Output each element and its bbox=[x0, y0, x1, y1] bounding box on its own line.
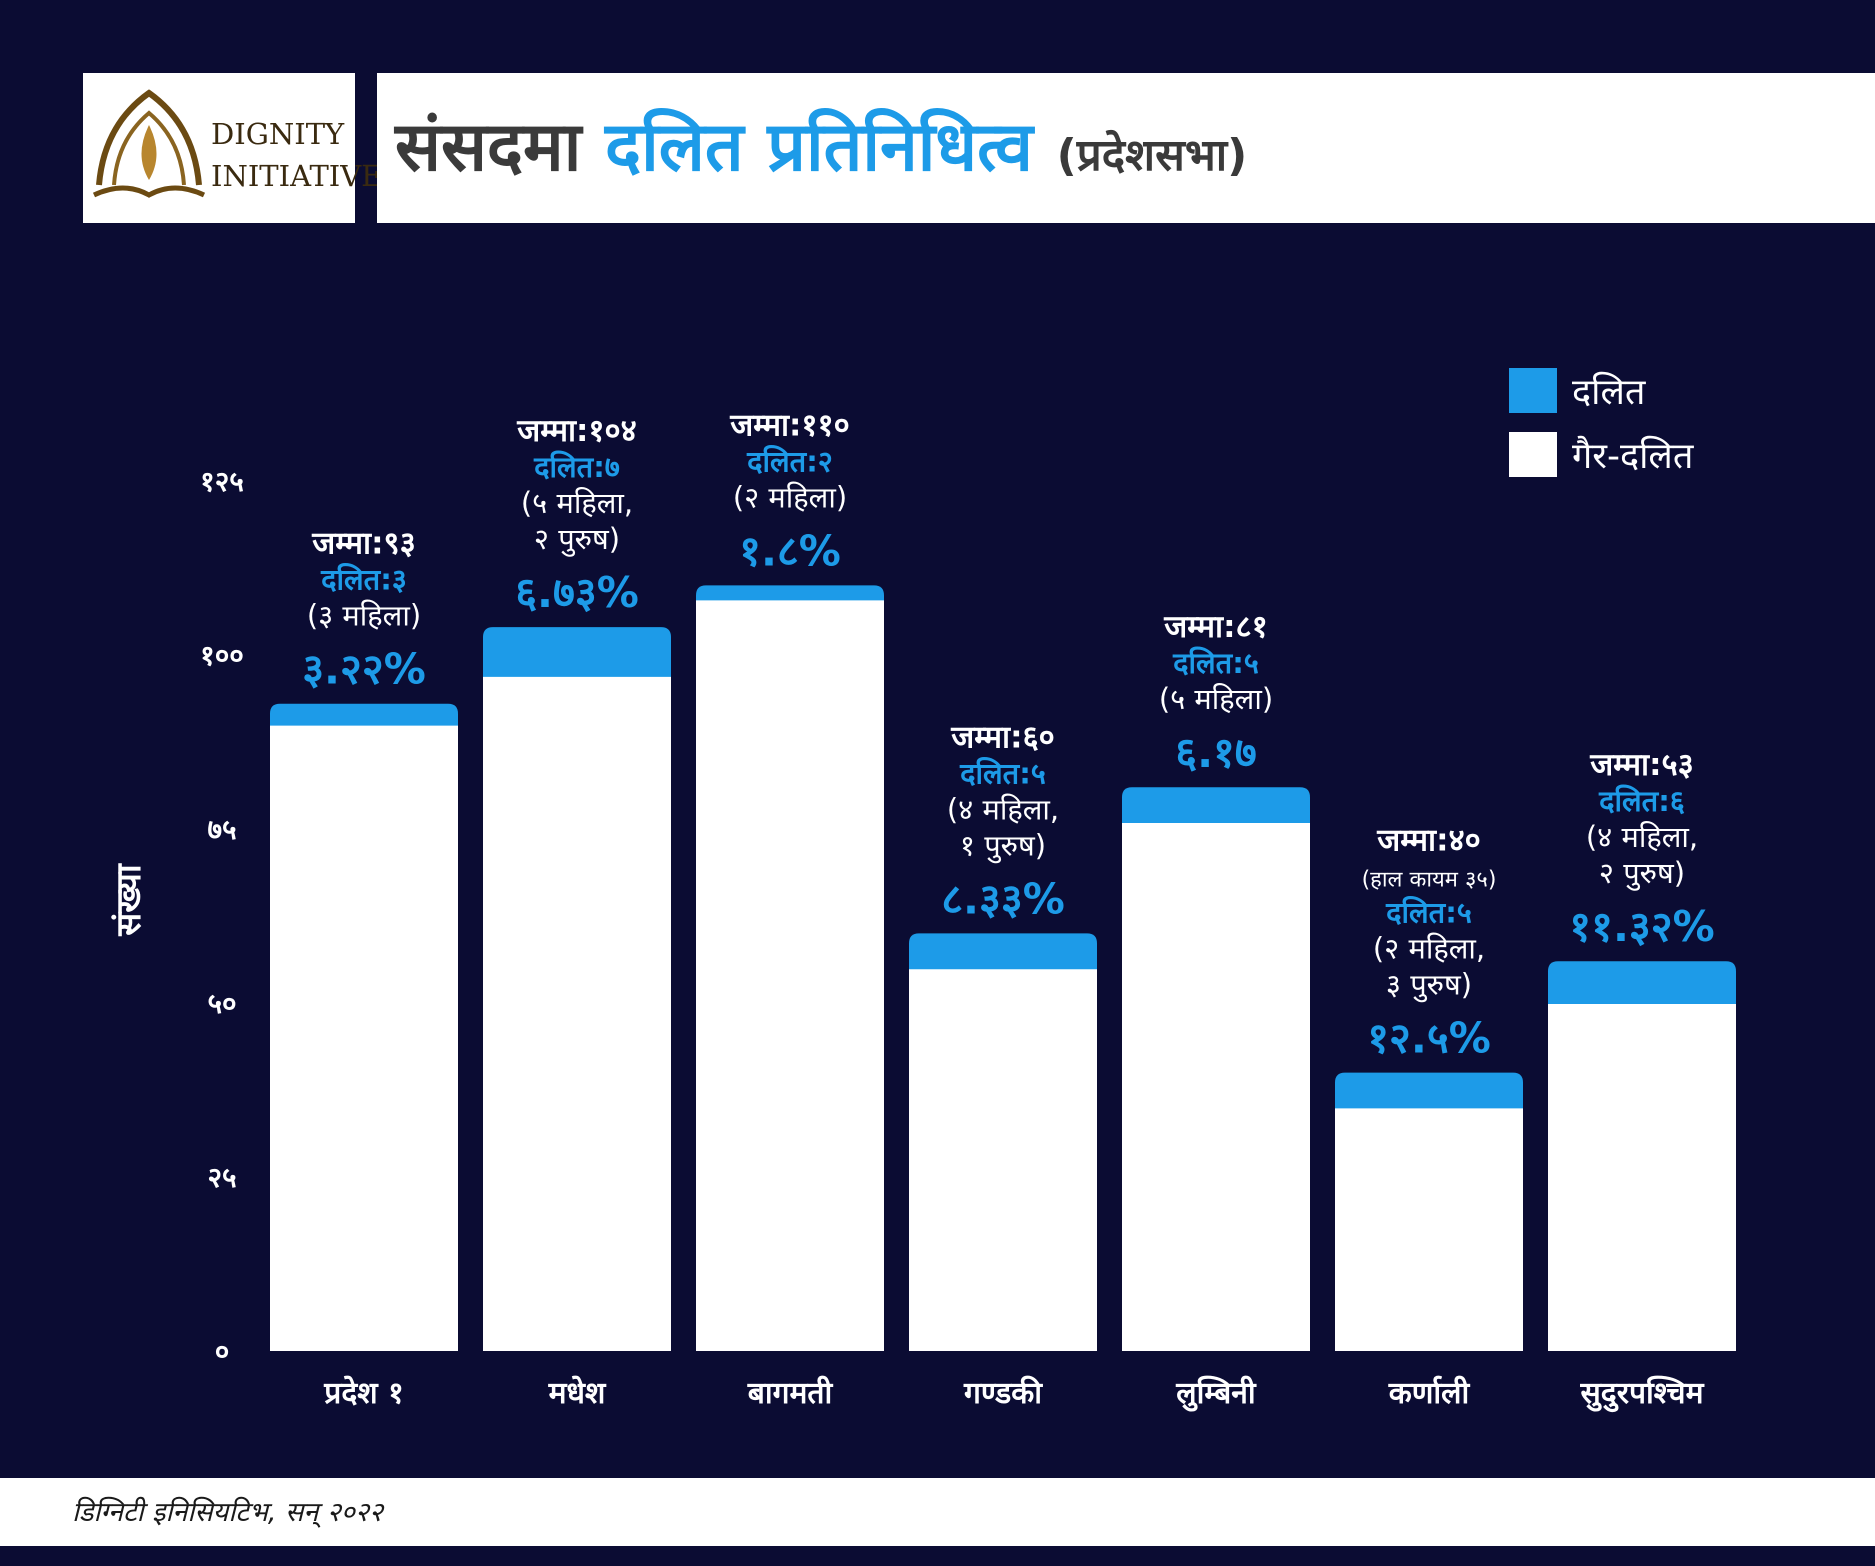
x-tick-label: सुदुरपश्चिम bbox=[1579, 1375, 1704, 1413]
bar-dalit bbox=[1335, 1072, 1523, 1109]
legend-label: दलित bbox=[1572, 371, 1647, 413]
x-tick-label: कर्णाली bbox=[1388, 1375, 1471, 1411]
bar-annotation-line: दलित:५ bbox=[1385, 896, 1472, 930]
page-title: संसदमा दलित प्रतिनिधित्व (प्रदेशसभा) bbox=[395, 103, 1247, 201]
legend-label: गैर-दलित bbox=[1572, 435, 1695, 477]
bar-annotation-line: जम्मा:११० bbox=[729, 407, 850, 443]
bar-chart: ० २५ ५० ७५ १०० १२५ संख्या ३.२२% जम्मा:९३दलित:३… bbox=[109, 368, 1736, 1413]
y-axis: ० २५ ५० ७५ १०० १२५ bbox=[200, 465, 244, 1368]
bar-annotation-line: १ पुरुष) bbox=[960, 828, 1046, 863]
bar-annotation-line: दलित:३ bbox=[320, 563, 407, 597]
bar-percent-label: ६.७३% bbox=[515, 568, 639, 617]
bar-dalit bbox=[270, 703, 458, 726]
title-part2: दलित प्रतिनिधित्व bbox=[605, 108, 1033, 187]
bar-annotation-line: जम्मा:१०४ bbox=[516, 413, 637, 449]
bar-percent-label: ३.२२% bbox=[302, 645, 426, 694]
logo: DIGNITY INITIATIVE bbox=[83, 73, 382, 223]
legend-swatch bbox=[1509, 368, 1557, 413]
bar-annotation-line: जम्मा:४० bbox=[1376, 823, 1480, 859]
y-axis-label: संख्या bbox=[109, 863, 149, 937]
bars bbox=[270, 585, 1736, 1351]
y-tick-label: २५ bbox=[207, 1161, 236, 1194]
bar-percent-label: ८.३३% bbox=[941, 874, 1065, 923]
legend-swatch bbox=[1509, 432, 1557, 477]
bar-annotation-line: जम्मा:६० bbox=[950, 719, 1054, 755]
bar-non-dalit bbox=[909, 968, 1097, 1351]
legend: दलित गैर-दलित bbox=[1509, 368, 1695, 477]
footer-credit: डिग्निटी इनिसियटिभ, सन् २०२२ bbox=[72, 1497, 384, 1528]
bar-non-dalit bbox=[696, 599, 884, 1351]
bar-annotation-line: (२ महिला) bbox=[733, 480, 847, 514]
x-tick-label: प्रदेश १ bbox=[323, 1375, 403, 1411]
bar-annotation-line: (३ महिला) bbox=[307, 599, 421, 633]
bar-dalit bbox=[1122, 787, 1310, 824]
y-tick-label: ७५ bbox=[207, 813, 236, 846]
bar-annotation-line: (हाल कायम ३५) bbox=[1362, 868, 1497, 893]
bar-non-dalit bbox=[1548, 1003, 1736, 1351]
bar-annotation-line: (४ महिला, bbox=[947, 792, 1059, 826]
title-part3: (प्रदेशसभा) bbox=[1056, 130, 1248, 181]
footer: डिग्निटी इनिसियटिभ, सन् २०२२ bbox=[0, 1478, 1875, 1546]
bar-annotation-line: ३ पुरुष) bbox=[1386, 968, 1472, 1003]
y-tick-label: १०० bbox=[200, 639, 244, 672]
bar-non-dalit bbox=[483, 675, 671, 1351]
bar-percent-label: ११.३२% bbox=[1569, 902, 1714, 951]
bar-annotation-line: (५ महिला) bbox=[1159, 682, 1273, 716]
logo-line2: INITIATIVE bbox=[211, 159, 383, 193]
y-tick-label: ० bbox=[215, 1335, 230, 1368]
bar-annotation-line: दलित:७ bbox=[533, 450, 620, 484]
x-axis: प्रदेश १ मधेश बागमती गण्डकी लुम्बिनी कर्णाली स… bbox=[323, 1375, 1704, 1413]
title-banner: संसदमा दलित प्रतिनिधित्व (प्रदेशसभा) bbox=[377, 73, 1875, 223]
logo-line1: DIGNITY bbox=[211, 117, 345, 151]
title-part1: संसदमा bbox=[395, 108, 582, 187]
y-tick-label: १२५ bbox=[200, 465, 244, 498]
bar-dalit bbox=[909, 933, 1097, 970]
x-tick-label: मधेश bbox=[548, 1375, 607, 1411]
bar-annotation-line: दलित:६ bbox=[1598, 784, 1685, 818]
y-tick-label: ५० bbox=[207, 987, 236, 1020]
bar-annotation-line: दलित:५ bbox=[959, 756, 1046, 790]
bar-annotation-line: (२ महिला, bbox=[1373, 932, 1485, 966]
bar-dalit bbox=[696, 585, 884, 601]
bar-percent-label: १२.५% bbox=[1367, 1014, 1491, 1063]
bar-annotation-line: २ पुरुष) bbox=[534, 522, 620, 557]
bar-annotation-line: २ पुरुष) bbox=[1599, 856, 1685, 891]
bar-annotation-line: (४ महिला, bbox=[1586, 820, 1698, 854]
bar-non-dalit bbox=[1335, 1107, 1523, 1351]
bar-annotation-line: दलित:२ bbox=[746, 444, 833, 478]
bar-non-dalit bbox=[270, 724, 458, 1351]
x-tick-label: लुम्बिनी bbox=[1175, 1375, 1257, 1412]
bar-annotation-line: (५ महिला, bbox=[521, 486, 633, 520]
bar-percent-label: १.८% bbox=[739, 526, 841, 575]
bar-non-dalit bbox=[1122, 822, 1310, 1351]
x-tick-label: गण्डकी bbox=[963, 1375, 1043, 1411]
bar-annotation-line: जम्मा:८१ bbox=[1163, 609, 1267, 645]
bar-annotation-line: जम्मा:५३ bbox=[1589, 747, 1693, 783]
bar-percent-label: ६.१७ bbox=[1175, 728, 1256, 777]
bar-annotation-line: दलित:५ bbox=[1172, 646, 1259, 680]
bar-annotation-line: जम्मा:९३ bbox=[311, 526, 415, 562]
bar-dalit bbox=[1548, 961, 1736, 1004]
x-tick-label: बागमती bbox=[747, 1375, 834, 1411]
logo-emblem-icon bbox=[92, 89, 206, 198]
bar-dalit bbox=[483, 627, 671, 677]
